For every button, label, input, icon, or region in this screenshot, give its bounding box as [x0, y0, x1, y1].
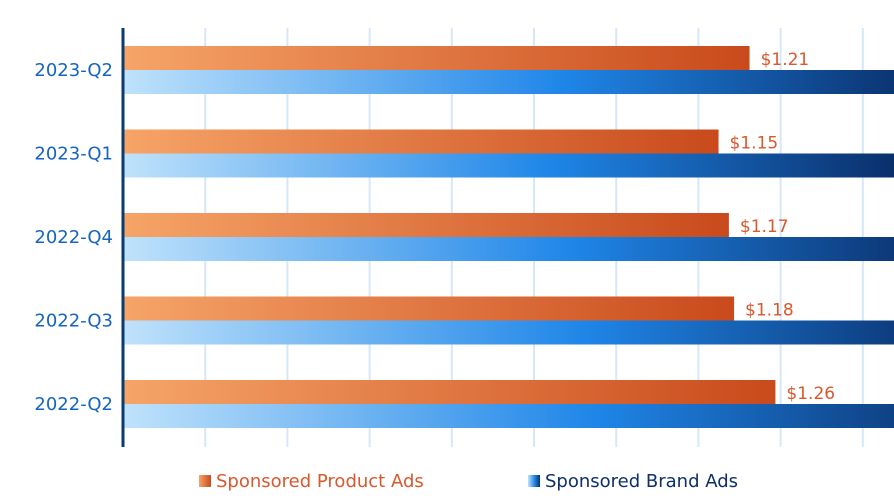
- legend-label-brand: Sponsored Brand Ads: [545, 471, 738, 492]
- bar-brand[interactable]: [124, 237, 894, 261]
- bar-brand[interactable]: [124, 70, 894, 94]
- category-label: 2022-Q2: [34, 394, 113, 415]
- value-label-product: $1.15: [730, 134, 779, 154]
- legend: Sponsored Product Ads Sponsored Brand Ad…: [199, 471, 738, 492]
- legend-item-product[interactable]: Sponsored Product Ads: [199, 471, 424, 492]
- bar-product[interactable]: [124, 129, 719, 154]
- legend-label-product: Sponsored Product Ads: [216, 471, 424, 492]
- value-label-product: $1.17: [740, 217, 789, 237]
- legend-swatch-brand: [528, 475, 540, 487]
- category-label: 2023-Q2: [34, 60, 113, 81]
- category-label: 2023-Q1: [34, 144, 113, 165]
- bars: [124, 46, 894, 428]
- labels: 2023-Q2$1.21$1.542023-Q1$1.15$1.492022-Q…: [34, 50, 835, 415]
- bar-product[interactable]: [124, 46, 750, 70]
- value-label-product: $1.21: [761, 50, 810, 70]
- bar-product[interactable]: [124, 296, 735, 321]
- category-label: 2022-Q3: [34, 311, 113, 332]
- value-label-product: $1.26: [786, 384, 835, 404]
- legend-item-brand[interactable]: Sponsored Brand Ads: [528, 471, 738, 492]
- bar-brand[interactable]: [124, 320, 894, 345]
- bar-product[interactable]: [124, 380, 776, 404]
- category-label: 2022-Q4: [34, 227, 113, 248]
- value-label-product: $1.18: [745, 301, 794, 321]
- bar-product[interactable]: [124, 213, 729, 237]
- legend-swatch-product: [199, 475, 211, 487]
- bar-brand[interactable]: [124, 153, 894, 178]
- bar-brand[interactable]: [124, 404, 894, 428]
